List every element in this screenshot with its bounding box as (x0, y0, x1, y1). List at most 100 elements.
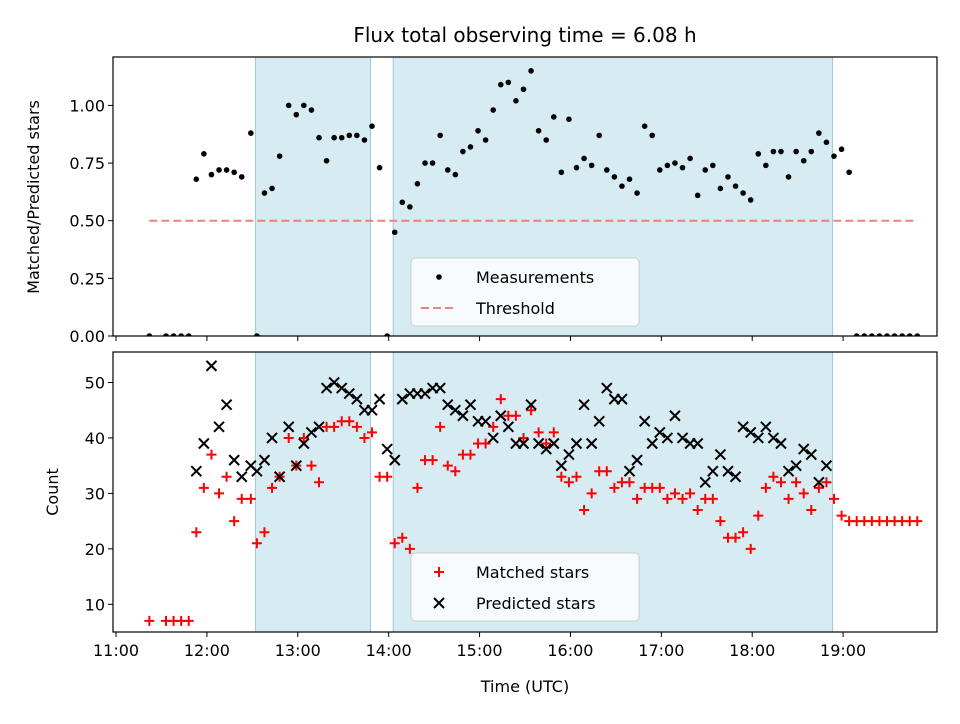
matched-stars-point (768, 471, 779, 482)
predicted-stars-point (305, 426, 318, 439)
predicted-stars-point (449, 404, 462, 416)
y-tick-label: 20 (85, 540, 105, 559)
matched-stars-point (259, 527, 270, 538)
measurement-point (422, 160, 428, 166)
measurement-point (407, 204, 413, 210)
measurement-point (626, 176, 633, 183)
measurement-point (437, 132, 443, 139)
measurement-point (808, 148, 815, 155)
matched-stars-point (206, 449, 217, 460)
measurement-point (146, 333, 153, 336)
measurement-point (467, 144, 474, 150)
predicted-stars-point (737, 421, 749, 433)
matched-stars-point (677, 493, 688, 504)
matched-stars-point (329, 421, 340, 432)
predicted-stars-point (313, 421, 325, 433)
measurement-point (876, 333, 883, 336)
predicted-stars-point (578, 398, 590, 411)
matched-stars-point (191, 527, 202, 538)
matched-stars-point (442, 460, 453, 471)
measurement-point (482, 137, 489, 143)
matched-stars-point (829, 493, 839, 504)
predicted-stars-point (190, 465, 203, 477)
predicted-stars-point (373, 393, 386, 405)
y-tick-label: 1.00 (69, 96, 105, 115)
matched-stars-point (245, 493, 256, 504)
matched-stars-point (236, 493, 247, 504)
measurement-point (657, 167, 663, 173)
predicted-stars-point (479, 415, 492, 428)
predicted-stars-point (790, 459, 802, 472)
measurement-point (558, 169, 565, 176)
measurement-point (725, 174, 731, 180)
matched-stars-point (198, 482, 209, 493)
measurement-point (914, 333, 921, 336)
matched-stars-point (632, 493, 643, 504)
bottom-y-axis-label: Count (43, 468, 62, 516)
measurement-point (710, 162, 716, 169)
y-tick-label: 40 (85, 429, 105, 448)
x-axis-label: Time (UTC) (480, 677, 569, 696)
measurement-point (694, 192, 701, 199)
observing-window-band (254, 56, 371, 337)
predicted-stars-point (813, 476, 825, 489)
predicted-stars-point (419, 387, 431, 400)
predicted-stars-point (502, 421, 515, 433)
matched-stars-point (382, 471, 393, 482)
predicted-stars-point (290, 459, 302, 472)
matched-stars-point (912, 516, 923, 527)
measurement-point (891, 333, 898, 336)
predicted-stars-point (775, 437, 787, 450)
matched-stars-point (692, 505, 703, 516)
measurement-point (763, 162, 769, 169)
measurement-point (702, 167, 709, 173)
matched-stars-point (221, 471, 232, 482)
matched-stars-point (662, 493, 673, 504)
plot-marks (144, 360, 923, 626)
measurement-point (460, 148, 466, 155)
measurement-point (732, 183, 739, 189)
matched-stars-point (435, 421, 446, 432)
matched-stars-point (412, 482, 423, 493)
measurement-point (664, 162, 671, 169)
measurement-point (573, 164, 580, 171)
predicted-stars-point (251, 465, 263, 477)
predicted-stars-point (744, 426, 757, 439)
matched-stars-point (314, 477, 324, 488)
measurement-point (785, 174, 792, 180)
measurement-point (778, 148, 784, 155)
measurement-point (269, 185, 275, 192)
predicted-stars-point (328, 376, 340, 389)
matched-stars-point (367, 427, 378, 438)
matched-stars-point (389, 538, 400, 549)
matched-stars-point (745, 543, 756, 554)
x-tick-label: 19:00 (820, 641, 866, 660)
matched-stars-point (306, 460, 317, 471)
predicted-stars-point (457, 410, 469, 422)
matched-stars-point (753, 510, 764, 521)
predicted-stars-point (205, 360, 218, 372)
measurement-point (755, 151, 762, 157)
y-tick-label: 10 (85, 595, 105, 614)
x-tick-label: 14:00 (366, 641, 412, 660)
measurement-point (293, 111, 300, 118)
measurement-point (490, 107, 496, 113)
measurement-point (261, 190, 268, 196)
predicted-stars-point (623, 465, 636, 477)
legend-label: Matched stars (476, 563, 589, 582)
predicted-stars-point (495, 410, 507, 422)
legend: Matched stars Predicted stars (410, 552, 640, 622)
measurement-point (276, 153, 283, 159)
measurement-point (816, 130, 822, 136)
matched-stars-point (798, 488, 809, 499)
measurement-point (399, 199, 406, 206)
x-tick-label: 16:00 (547, 641, 593, 660)
measurement-point (338, 134, 345, 141)
matched-stars-point (775, 477, 786, 488)
measurement-point (238, 174, 245, 180)
measurement-point (853, 333, 860, 336)
measurement-point (581, 155, 587, 162)
measurement-point (254, 333, 260, 336)
measurement-point (497, 81, 504, 88)
matched-stars-point (510, 410, 521, 421)
